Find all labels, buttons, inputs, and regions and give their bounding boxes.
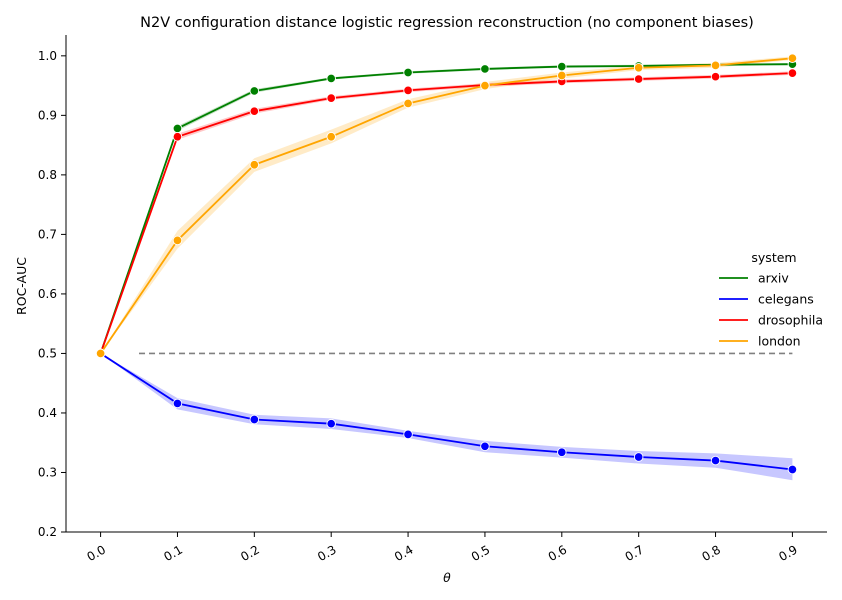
point-celegans-1: [172, 398, 183, 409]
y-tick-label-1: 0.3: [38, 465, 57, 479]
y-axis-ticks: 0.2 0.3 0.4 0.5 0.6 0.7 0.8 0.9 1.0: [38, 49, 66, 539]
x-tick-label-2: 0.2: [238, 542, 262, 564]
point-celegans-7: [633, 452, 644, 462]
point-london-8: [710, 60, 721, 71]
x-axis-ticks: 0.0 0.1 0.2 0.3 0.4 0.5 0.6 0.7 0.8 0.9: [85, 532, 800, 564]
point-drosophila-9: [787, 68, 798, 78]
chart-title: N2V configuration distance logistic regr…: [140, 15, 754, 31]
y-tick-label-8: 1.0: [38, 49, 57, 63]
legend-label-london: london: [758, 334, 801, 349]
point-london-2: [249, 160, 260, 170]
point-london-9: [787, 53, 798, 63]
point-drosophila-2: [249, 106, 260, 116]
y-tick-label-6: 0.8: [38, 168, 57, 182]
x-axis-label: θ: [443, 570, 451, 585]
point-arxiv-2: [249, 86, 260, 96]
legend-label-arxiv: arxiv: [758, 271, 789, 286]
legend-title: system: [751, 250, 796, 265]
point-drosophila-1: [172, 132, 183, 142]
y-tick-label-4: 0.6: [38, 287, 57, 301]
x-tick-label-0: 0.0: [85, 542, 109, 564]
x-tick-label-1: 0.1: [161, 542, 185, 564]
point-london-6: [557, 70, 567, 81]
legend: system arxiv celegans drosophila london: [719, 250, 823, 349]
y-tick-label-2: 0.4: [38, 406, 57, 420]
point-london-3: [326, 132, 336, 142]
y-axis-label: ROC-AUC: [14, 257, 29, 315]
point-celegans-5: [480, 441, 490, 452]
point-london-1: [172, 235, 183, 246]
point-london-4: [403, 98, 413, 109]
legend-label-drosophila: drosophila: [758, 313, 823, 328]
series-points: [95, 53, 798, 475]
point-celegans-4: [403, 429, 413, 440]
line-arxiv: [99, 63, 793, 354]
x-tick-label-8: 0.8: [700, 542, 724, 564]
point-arxiv-5: [480, 64, 490, 74]
y-tick-label-5: 0.7: [38, 227, 57, 241]
point-drosophila-8: [710, 71, 721, 82]
x-tick-label-9: 0.9: [776, 542, 800, 564]
legend-label-celegans: celegans: [758, 292, 814, 307]
point-celegans-8: [710, 455, 721, 466]
point-arxiv-4: [403, 67, 413, 78]
axes: [65, 35, 827, 533]
point-celegans-9: [787, 464, 798, 475]
x-tick-label-7: 0.7: [623, 542, 647, 564]
band-london: [100, 56, 793, 354]
band-celegans: [100, 353, 793, 481]
point-london-0: [95, 348, 106, 359]
point-celegans-3: [326, 418, 336, 429]
x-tick-label-3: 0.3: [315, 542, 339, 564]
point-london-5: [480, 80, 490, 91]
line-london: [99, 57, 793, 354]
point-celegans-2: [249, 414, 260, 425]
point-london-7: [633, 62, 644, 73]
point-drosophila-3: [326, 93, 336, 103]
point-arxiv-6: [557, 61, 567, 72]
point-drosophila-7: [633, 74, 644, 84]
line-celegans: [100, 352, 793, 471]
y-tick-label-3: 0.5: [38, 346, 57, 360]
point-celegans-6: [557, 447, 567, 457]
x-tick-label-4: 0.4: [392, 542, 416, 564]
y-tick-label-7: 0.9: [38, 108, 57, 122]
series-lines: [99, 57, 793, 471]
point-arxiv-1: [172, 123, 183, 134]
line-drosophila: [99, 72, 793, 354]
point-drosophila-4: [403, 85, 413, 96]
x-tick-label-5: 0.5: [469, 542, 493, 564]
x-tick-label-6: 0.6: [546, 542, 570, 564]
y-tick-label-0: 0.2: [38, 525, 57, 539]
point-arxiv-3: [326, 73, 336, 84]
confidence-bands: [100, 56, 793, 481]
